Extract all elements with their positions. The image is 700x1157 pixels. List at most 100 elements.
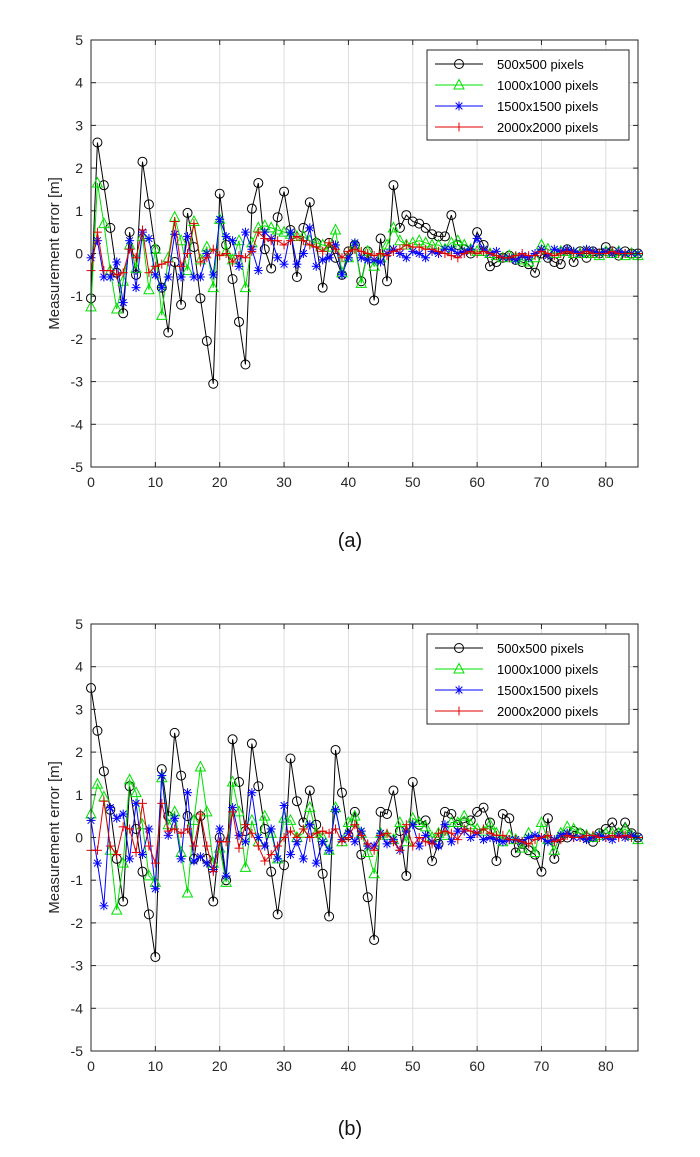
b-point-0-42: [356, 849, 367, 860]
a-point-2-6: [125, 236, 135, 246]
a-series-3: [86, 216, 643, 280]
a-point-3-20: [215, 251, 225, 261]
a-point-2-31: [285, 227, 295, 237]
b-point-0-43: [362, 892, 373, 903]
b-point-2-10: [150, 884, 160, 894]
b-point-0-44: [369, 934, 380, 945]
b-point-3-7: [131, 847, 141, 857]
b-point-0-5: [118, 896, 129, 907]
a-point-3-32: [292, 231, 302, 241]
a-point-3-66: [511, 251, 521, 261]
b-point-2-54: [434, 841, 444, 851]
a-point-0-56: [446, 210, 457, 221]
a-point-2-52: [421, 253, 431, 263]
b-point-3-18: [202, 841, 212, 851]
a-point-0-24: [240, 359, 251, 370]
a-point-0-18: [201, 336, 212, 347]
b-legend-label-2: 1500x1500 pixels: [497, 683, 599, 698]
b-legend-label-1: 1000x1000 pixels: [497, 662, 599, 677]
a-y-tick-label: -4: [71, 416, 84, 432]
b-point-2-61: [479, 835, 489, 845]
a-point-2-13: [170, 229, 180, 239]
a-point-3-23: [234, 251, 244, 261]
b-point-3-56: [446, 828, 456, 838]
a-point-0-44: [369, 295, 380, 306]
b-point-2-4: [112, 813, 122, 823]
a-point-1-4: [110, 302, 123, 314]
b-point-3-47: [388, 837, 398, 847]
a-point-0-73: [555, 259, 566, 270]
b-y-tick-label: -1: [71, 872, 84, 888]
b-point-2-28: [266, 824, 276, 834]
a-point-1-48: [394, 234, 406, 246]
b-point-2-14: [176, 854, 186, 864]
a-point-3-63: [491, 251, 501, 261]
b-x-tick-label: 10: [148, 1058, 164, 1074]
a-legend-entry-3: 2000x2000 pixels: [435, 120, 599, 135]
a-x-tick-label: 10: [148, 474, 164, 490]
b-point-2-41: [350, 837, 360, 847]
b-point-3-25: [247, 828, 257, 838]
a-point-0-29: [272, 212, 283, 223]
a-point-3-77: [582, 246, 592, 256]
b-point-3-2: [99, 796, 109, 806]
b-point-2-8: [137, 850, 147, 860]
b-point-0-29: [272, 909, 283, 920]
b-point-0-71: [542, 813, 553, 824]
b-point-0-62: [484, 817, 495, 828]
a-point-2-51: [414, 249, 424, 258]
a-y-tick-label: 5: [75, 32, 83, 48]
b-legend-marker-3: [454, 706, 464, 716]
b-point-1-67: [516, 841, 528, 853]
a-point-0-36: [317, 282, 328, 293]
a-point-3-40: [343, 246, 353, 256]
b-point-0-13: [169, 727, 180, 738]
a-point-3-36: [318, 246, 328, 256]
b-point-3-26: [253, 841, 263, 851]
a-point-3-31: [285, 236, 295, 246]
a-series-line-1: [90, 182, 639, 316]
b-point-0-46: [382, 809, 393, 820]
a-y-tick-label: -3: [71, 374, 84, 390]
a-point-1-42: [355, 276, 368, 288]
a-point-1-29: [271, 223, 284, 235]
a-point-2-17: [195, 272, 205, 282]
a-point-3-11: [157, 259, 167, 269]
b-point-0-34: [304, 785, 315, 796]
a-point-2-9: [144, 234, 154, 244]
b-point-1-6: [123, 773, 136, 785]
b-point-0-63: [491, 855, 502, 866]
a-point-3-41: [350, 244, 360, 254]
b-point-3-49: [401, 820, 411, 830]
b-y-tick-label: -5: [71, 1043, 84, 1059]
b-point-1-52: [419, 820, 432, 832]
a-legend-marker-1: [453, 78, 465, 90]
a-point-2-36: [318, 255, 328, 265]
a-point-2-22: [228, 236, 238, 246]
b-point-2-2: [99, 901, 109, 911]
a-y-tick-label: 0: [75, 246, 83, 262]
b-point-3-15: [183, 824, 193, 834]
a-point-3-14: [176, 261, 186, 271]
b-point-3-64: [498, 830, 508, 840]
b-point-2-21: [221, 871, 231, 881]
a-point-3-42: [356, 246, 366, 256]
a-point-3-51: [414, 242, 424, 252]
a-point-0-23: [234, 316, 245, 327]
b-point-3-70: [536, 833, 546, 842]
a-point-3-12: [163, 257, 173, 267]
b-y-tick-label: 3: [75, 701, 83, 717]
b-point-1-46: [381, 828, 393, 840]
b-point-3-52: [421, 837, 431, 847]
b-point-3-14: [176, 828, 186, 838]
chart-panel-a: 0 10 20 30 40 50 60 70 80 -5 -4 -3 -2 -1 0 1 2 3 4 5 Measure…: [0, 0, 700, 578]
a-point-3-19: [208, 244, 218, 254]
b-point-2-29: [273, 854, 283, 864]
a-point-2-24: [240, 227, 250, 237]
b-y-tick-label: 5: [75, 616, 83, 632]
a-point-3-54: [434, 246, 444, 256]
chart-b: 0 10 20 30 40 50 60 70 80 -5 -4 -3 -2 -1 0 1 2 3 4 5 Measure…: [46, 616, 644, 1074]
a-point-1-28: [265, 221, 278, 233]
a-point-3-17: [195, 257, 205, 267]
b-point-3-28: [266, 850, 276, 860]
